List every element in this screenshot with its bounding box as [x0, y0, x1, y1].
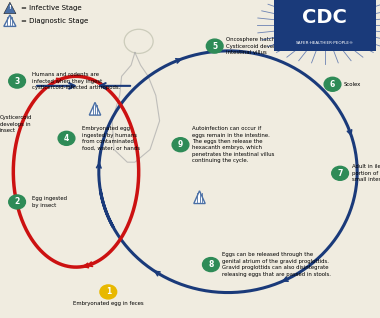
Text: 1: 1 — [106, 287, 111, 296]
Text: 9: 9 — [178, 140, 183, 149]
Circle shape — [206, 39, 223, 53]
Text: SAFER·HEALTHIER·PEOPLE®: SAFER·HEALTHIER·PEOPLE® — [296, 41, 354, 45]
Text: Autoinfection can occur if
eggs remain in the intestine.
The eggs then release t: Autoinfection can occur if eggs remain i… — [192, 126, 274, 163]
Text: Humans and rodents are
infected when they ingest
cysticercoid-infected arthropod: Humans and rodents are infected when the… — [32, 72, 121, 90]
Polygon shape — [194, 191, 205, 204]
Circle shape — [324, 77, 341, 91]
FancyBboxPatch shape — [274, 0, 376, 51]
Circle shape — [100, 285, 117, 299]
Polygon shape — [4, 2, 16, 14]
Text: 6: 6 — [330, 80, 335, 89]
Text: Oncosphere hatches
Cysticercoid develops in
intestinal villus: Oncosphere hatches Cysticercoid develops… — [226, 37, 291, 55]
Circle shape — [9, 74, 25, 88]
Text: 2: 2 — [14, 197, 20, 206]
Polygon shape — [89, 102, 101, 115]
Text: Embryonated egg in feces: Embryonated egg in feces — [73, 301, 144, 306]
Text: 7: 7 — [337, 169, 343, 178]
Text: 3: 3 — [14, 77, 20, 86]
Text: 4: 4 — [64, 134, 69, 143]
Text: CDC: CDC — [302, 8, 347, 27]
Circle shape — [332, 166, 348, 180]
Text: Scolex: Scolex — [344, 82, 361, 87]
Circle shape — [203, 258, 219, 272]
Text: = Infective Stage: = Infective Stage — [21, 5, 81, 11]
Text: Adult in ileal
portion of
small intestine: Adult in ileal portion of small intestin… — [352, 164, 380, 182]
Polygon shape — [4, 15, 16, 26]
Circle shape — [9, 195, 25, 209]
Text: Embryonated egg
ingested by humans
from contaminated
food, water, or hands: Embryonated egg ingested by humans from … — [82, 126, 140, 150]
Text: Cysticercoid
develops in
insect: Cysticercoid develops in insect — [0, 115, 32, 133]
Circle shape — [58, 131, 75, 145]
Text: Eggs can be released through the
genital atrium of the gravid proglottids.
Gravi: Eggs can be released through the genital… — [222, 252, 331, 277]
Text: !: ! — [8, 5, 11, 10]
Text: = Diagnostic Stage: = Diagnostic Stage — [21, 18, 88, 24]
Text: 5: 5 — [212, 42, 217, 51]
Text: Egg ingested
by insect: Egg ingested by insect — [32, 196, 67, 208]
Text: 8: 8 — [208, 260, 214, 269]
Circle shape — [172, 138, 189, 152]
